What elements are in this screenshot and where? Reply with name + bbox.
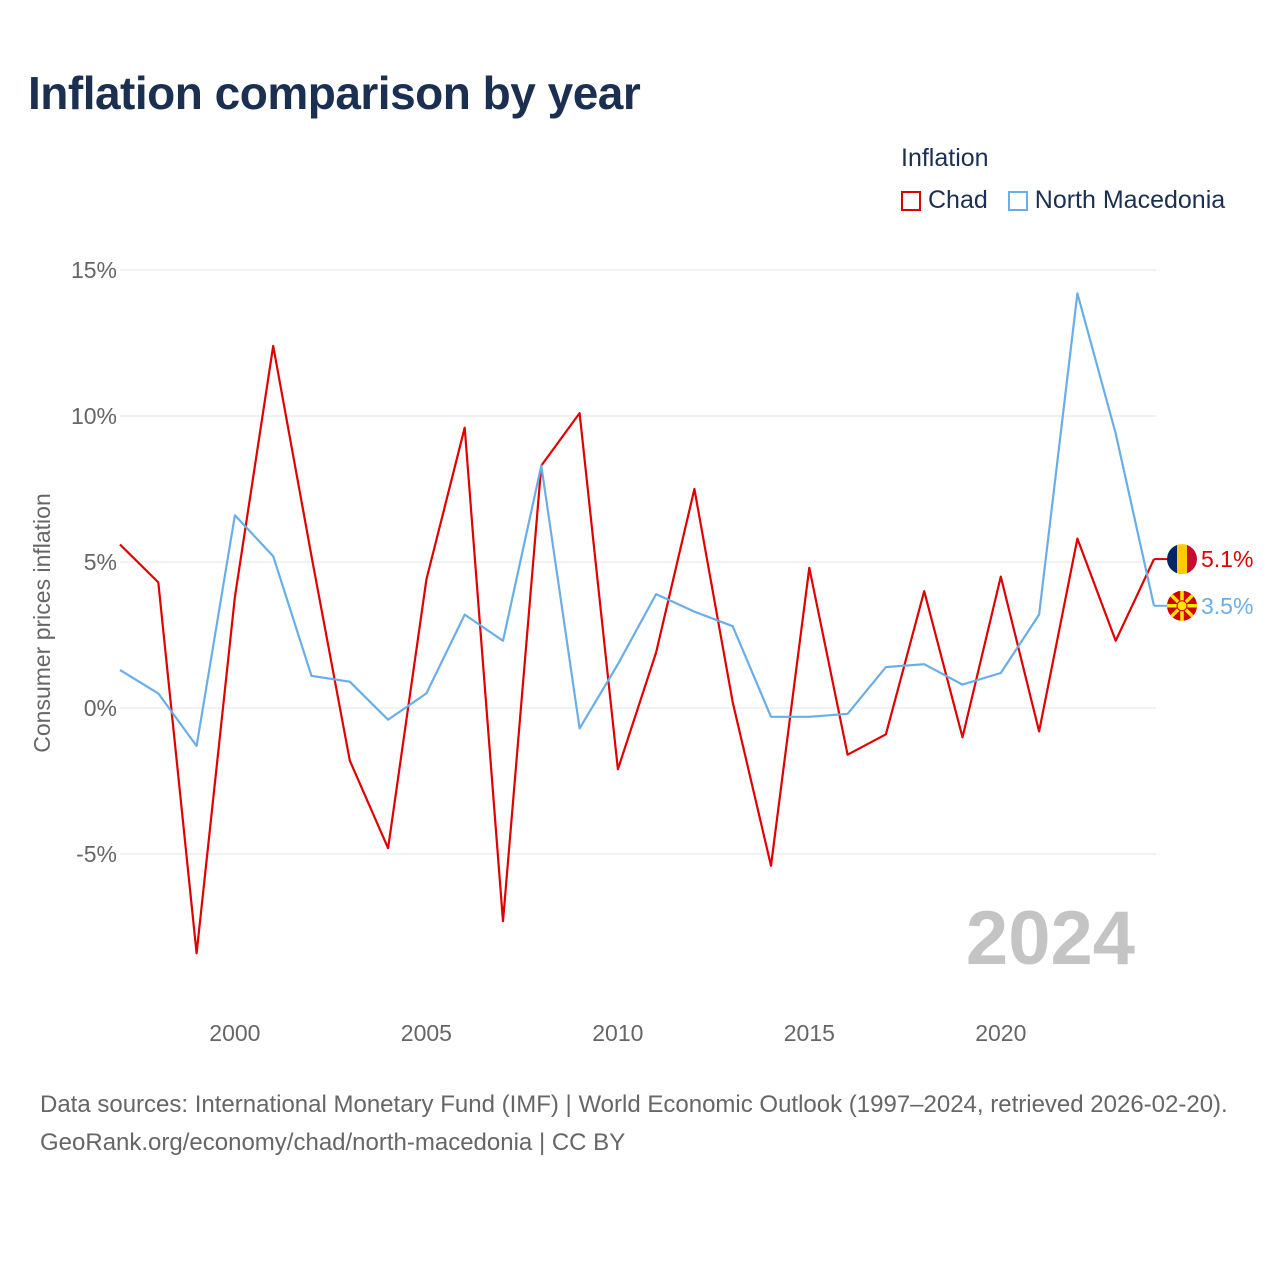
- legend-title: Inflation: [901, 144, 989, 172]
- y-tick-label: 0%: [84, 695, 117, 721]
- legend-item-north-macedonia[interactable]: North Macedonia: [1007, 186, 1226, 215]
- legend-swatch-north-macedonia: [1007, 190, 1028, 211]
- y-axis-ticks: -5% 0% 5% 10% 15%: [71, 257, 117, 867]
- x-tick-label: 2000: [209, 1020, 260, 1046]
- chart-title: Inflation comparison by year: [28, 67, 641, 119]
- north-macedonia-flag-icon: [1167, 590, 1197, 621]
- y-axis-label: Consumer prices inflation: [29, 493, 55, 753]
- legend-swatch-chad: [901, 190, 921, 211]
- legend-label-chad: Chad: [928, 186, 988, 214]
- footer: Data sources: International Monetary Fun…: [40, 1086, 1250, 1162]
- x-tick-label: 2020: [975, 1020, 1026, 1046]
- series-line-north-macedonia: [119, 292, 1156, 748]
- data-sources: Data sources: International Monetary Fun…: [40, 1091, 1228, 1118]
- x-tick-label: 2010: [592, 1020, 643, 1046]
- x-tick-label: 2015: [784, 1020, 835, 1046]
- y-tick-label: 10%: [71, 403, 117, 429]
- end-label-chad: 5.1%: [1201, 546, 1253, 572]
- series-lines: [119, 292, 1156, 955]
- series-line-chad: [119, 344, 1155, 955]
- legend-label-north-macedonia: North Macedonia: [1034, 186, 1226, 214]
- end-markers: 5.1% 3.5%: [1154, 544, 1253, 621]
- credit-link[interactable]: GeoRank.org/economy/chad/north-macedonia…: [40, 1129, 626, 1156]
- chad-flag-icon: [1167, 544, 1197, 575]
- legend: Chad North Macedonia: [901, 186, 1245, 215]
- y-tick-label: 15%: [71, 257, 117, 283]
- y-tick-label: 5%: [84, 549, 117, 575]
- x-tick-label: 2005: [401, 1020, 452, 1046]
- y-tick-label: -5%: [76, 841, 117, 867]
- legend-item-chad[interactable]: Chad: [901, 186, 988, 215]
- watermark-year: 2024: [966, 896, 1135, 981]
- x-axis-ticks: 2000 2005 2010 2015 2020: [209, 1020, 1026, 1046]
- line-chart: -5% 0% 5% 10% 15% 2000 2005 2010 2015 2020 Consu…: [29, 257, 1253, 1046]
- end-label-north-macedonia: 3.5%: [1201, 593, 1253, 619]
